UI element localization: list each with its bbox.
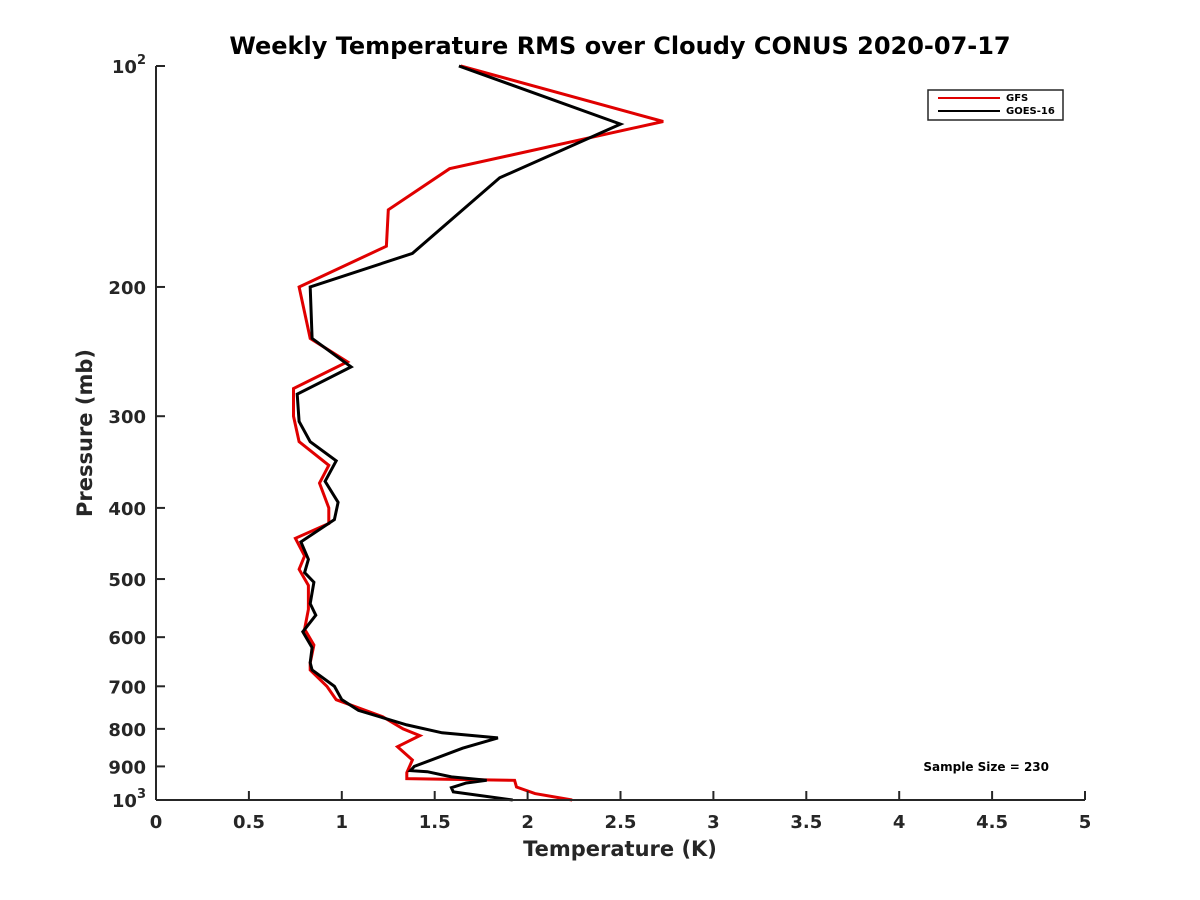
x-tick-label: 4	[893, 812, 906, 833]
y-tick-label: 400	[108, 499, 146, 520]
y-tick-label: 300	[108, 407, 146, 428]
y-tick-label-exponent: 2	[137, 53, 146, 68]
series-line-gfs	[292, 64, 664, 802]
legend: GFS GOES-16	[927, 89, 1064, 121]
series-line-goes16	[295, 64, 625, 802]
y-tick-label: 700	[108, 677, 146, 698]
y-tick-label: 800	[108, 720, 146, 741]
y-tick-label-base: 10	[112, 57, 137, 78]
legend-label-gfs: GFS	[1006, 93, 1028, 104]
x-tick-label: 2	[521, 812, 534, 833]
y-axis-label: Pressure (mb)	[73, 349, 97, 517]
legend-box	[927, 89, 1064, 121]
chart-title: Weekly Temperature RMS over Cloudy CONUS…	[229, 32, 1010, 60]
x-tick-label: 1.5	[419, 812, 451, 833]
x-ticks: 0 0.5 1 1.5 2 2.5 3 3.5 4 4.5 5	[150, 791, 1092, 833]
x-tick-label: 3	[707, 812, 720, 833]
x-tick-label: 0.5	[233, 812, 265, 833]
y-tick-label: 600	[108, 628, 146, 649]
x-tick-label: 1	[336, 812, 349, 833]
x-tick-label: 4.5	[976, 812, 1008, 833]
x-tick-label: 0	[150, 812, 163, 833]
y-tick-label: 102	[112, 53, 146, 78]
x-tick-label: 2.5	[605, 812, 637, 833]
y-tick-label-exponent: 3	[137, 787, 146, 802]
x-tick-label: 5	[1079, 812, 1092, 833]
series-layer	[292, 64, 664, 802]
legend-label-goes16: GOES-16	[1006, 106, 1055, 117]
y-tick-label: 200	[108, 278, 146, 299]
y-tick-label-base: 10	[112, 791, 137, 812]
y-tick-label: 500	[108, 570, 146, 591]
plot-area: 0 0.5 1 1.5 2 2.5 3 3.5 4 4.5 5 102200300400500600…	[108, 53, 1091, 833]
sample-size-annotation: Sample Size = 230	[923, 760, 1049, 774]
x-tick-label: 3.5	[790, 812, 822, 833]
y-tick-label: 900	[108, 757, 146, 778]
y-tick-label: 103	[112, 787, 146, 812]
x-axis-label: Temperature (K)	[523, 837, 717, 861]
